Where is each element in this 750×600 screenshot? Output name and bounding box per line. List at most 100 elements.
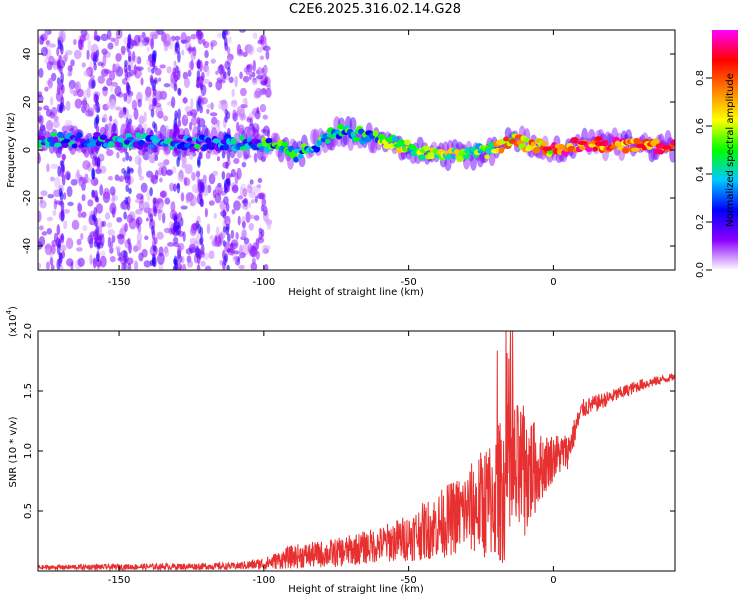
heatmap-cell bbox=[211, 238, 218, 247]
heatmap-cell bbox=[52, 136, 59, 144]
heatmap-cell bbox=[170, 201, 176, 213]
heatmap-cell bbox=[237, 195, 244, 200]
heatmap-cell bbox=[86, 49, 90, 60]
heatmap-cell bbox=[57, 131, 64, 138]
heatmap-cell bbox=[199, 178, 204, 191]
heatmap-cell bbox=[165, 169, 173, 176]
heatmap-cell bbox=[56, 258, 61, 270]
heatmap-cell bbox=[123, 92, 128, 102]
heatmap-cell bbox=[53, 115, 60, 122]
heatmap-cell bbox=[188, 243, 196, 253]
heatmap-cell bbox=[174, 35, 181, 41]
heatmap-cell bbox=[46, 120, 54, 131]
heatmap-cell bbox=[168, 221, 174, 229]
heatmap-cell bbox=[38, 262, 42, 269]
heatmap-cell bbox=[93, 206, 98, 217]
heatmap-cell bbox=[190, 33, 197, 40]
heatmap-cell bbox=[110, 84, 114, 93]
heatmap-cell bbox=[257, 66, 263, 77]
heatmap-cell bbox=[206, 103, 214, 109]
heatmap-cell bbox=[163, 115, 168, 122]
heatmap-cell bbox=[76, 247, 83, 252]
heatmap-cell bbox=[128, 187, 132, 195]
heatmap-cell bbox=[111, 197, 116, 203]
heatmap-cell bbox=[383, 143, 391, 150]
heatmap-cell bbox=[126, 202, 131, 211]
heatmap-cell bbox=[657, 149, 665, 155]
heatmap-cell bbox=[214, 184, 223, 195]
heatmap-cell bbox=[201, 97, 208, 105]
heatmap-cell bbox=[196, 69, 201, 81]
heatmap-cell bbox=[200, 243, 205, 256]
heatmap-cell bbox=[670, 139, 675, 146]
heatmap-cell bbox=[60, 43, 64, 55]
heatmap-cell bbox=[107, 229, 116, 236]
heatmap-cell bbox=[180, 39, 188, 44]
heatmap-cell bbox=[258, 192, 266, 200]
heatmap-cell bbox=[248, 222, 254, 231]
heatmap-cell bbox=[234, 75, 238, 88]
heatmap-cell bbox=[149, 248, 154, 255]
heatmap-cell bbox=[102, 86, 109, 91]
heatmap-cell bbox=[109, 247, 114, 254]
heatmap-cell bbox=[104, 69, 111, 74]
heatmap-cell bbox=[39, 196, 43, 205]
heatmap-cell bbox=[196, 58, 201, 69]
heatmap-cell bbox=[652, 138, 660, 145]
heatmap-cell bbox=[325, 138, 331, 144]
heatmap-cell bbox=[153, 123, 158, 133]
heatmap-cell bbox=[372, 130, 379, 137]
heatmap-cell bbox=[263, 205, 268, 216]
heatmap-cell bbox=[248, 73, 253, 80]
heatmap-cell bbox=[239, 87, 247, 97]
heatmap-cell bbox=[56, 59, 61, 70]
heatmap-cell bbox=[147, 66, 152, 73]
heatmap-cell bbox=[91, 167, 95, 180]
heatmap-cell bbox=[222, 71, 227, 80]
heatmap-cell bbox=[129, 168, 134, 174]
heatmap-cell bbox=[74, 98, 83, 109]
heatmap-cell bbox=[154, 154, 159, 161]
heatmap-cell bbox=[159, 177, 163, 183]
heatmap-cell bbox=[77, 257, 85, 268]
heatmap-cell bbox=[96, 233, 101, 241]
x-tick-label: -150 bbox=[108, 277, 131, 288]
heatmap-cell bbox=[46, 216, 54, 222]
heatmap-cell bbox=[216, 156, 221, 162]
heatmap-cell bbox=[99, 134, 107, 141]
heatmap-cell bbox=[136, 71, 143, 77]
heatmap-cell bbox=[124, 175, 129, 184]
heatmap-cell bbox=[87, 199, 94, 207]
heatmap-cell bbox=[127, 237, 131, 245]
heatmap-cell bbox=[156, 231, 164, 240]
heatmap-cell bbox=[62, 153, 66, 163]
heatmap-cell bbox=[101, 48, 108, 55]
heatmap-cell bbox=[45, 40, 51, 45]
heatmap-cell bbox=[102, 220, 107, 227]
heatmap-cell bbox=[152, 144, 160, 157]
heatmap-cell bbox=[202, 174, 207, 184]
y-tick-label: 1.5 bbox=[23, 383, 34, 399]
heatmap-cell bbox=[64, 170, 71, 181]
heatmap-cell bbox=[106, 101, 112, 110]
heatmap-cell bbox=[140, 77, 144, 86]
heatmap-cell bbox=[44, 30, 49, 39]
heatmap-cell bbox=[163, 83, 171, 88]
heatmap-cell bbox=[152, 197, 157, 206]
heatmap-cell bbox=[40, 190, 48, 197]
x-tick-label: -100 bbox=[252, 575, 275, 586]
heatmap-cell bbox=[151, 67, 155, 74]
heatmap-cell bbox=[277, 139, 283, 147]
heatmap-cell bbox=[93, 51, 97, 61]
heatmap-cell bbox=[196, 100, 200, 112]
heatmap-cell bbox=[81, 211, 87, 218]
heatmap-cell bbox=[124, 68, 129, 81]
heatmap-cell bbox=[157, 252, 165, 265]
heatmap-cell bbox=[199, 235, 204, 245]
heatmap-cell bbox=[38, 236, 46, 247]
x-tick-label: -50 bbox=[400, 575, 416, 586]
heatmap-cell bbox=[237, 215, 241, 226]
heatmap-cell bbox=[231, 184, 239, 194]
heatmap-cell bbox=[210, 42, 214, 51]
heatmap-cell bbox=[47, 194, 55, 199]
